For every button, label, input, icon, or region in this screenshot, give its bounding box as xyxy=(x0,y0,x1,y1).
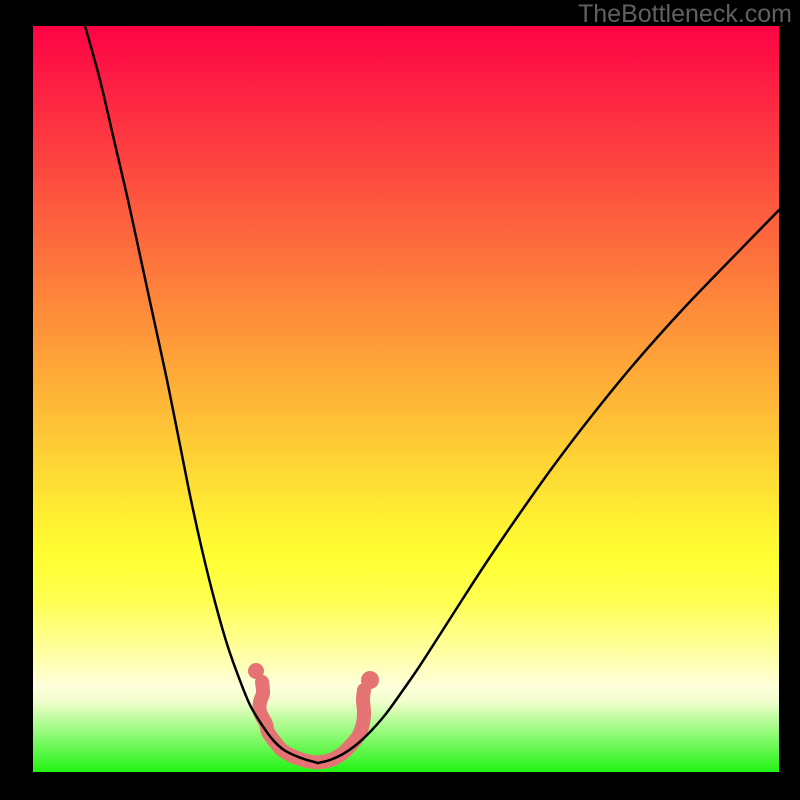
watermark-text: TheBottleneck.com xyxy=(578,0,792,29)
chart-root: TheBottleneck.com xyxy=(0,0,800,800)
plot-area xyxy=(33,26,779,772)
bottleneck-curve-right xyxy=(33,26,779,772)
